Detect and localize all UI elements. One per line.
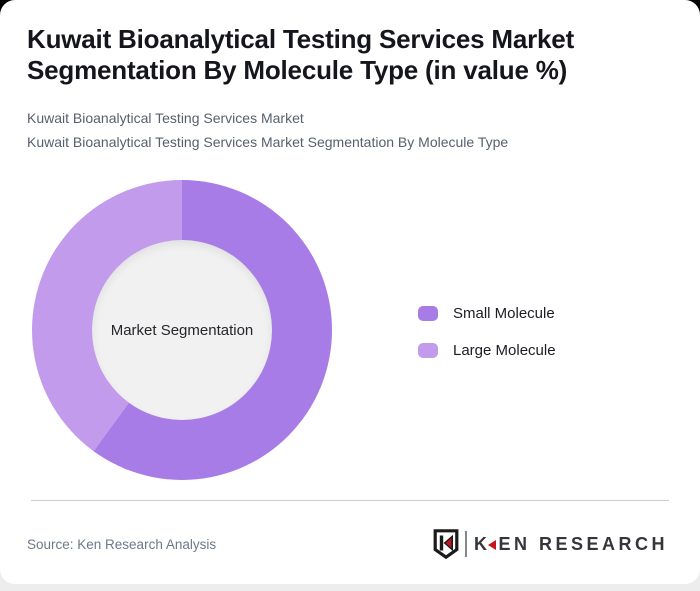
ken-research-logo: K EN RESEARCH bbox=[433, 527, 668, 561]
page-title: Kuwait Bioanalytical Testing Services Ma… bbox=[27, 24, 673, 86]
page-title-line-1: Kuwait Bioanalytical Testing Services Ma… bbox=[27, 24, 575, 54]
legend-label-large-molecule: Large Molecule bbox=[453, 341, 556, 359]
subtitle-line-1: Kuwait Bioanalytical Testing Services Ma… bbox=[27, 110, 304, 126]
footer-divider bbox=[31, 500, 669, 501]
donut-center: Market Segmentation bbox=[92, 240, 272, 420]
logo-wordmark-rest: EN RESEARCH bbox=[498, 533, 668, 554]
legend-item-large-molecule: Large Molecule bbox=[418, 340, 556, 360]
ken-research-shield-icon bbox=[433, 529, 459, 559]
subtitle-line-2: Kuwait Bioanalytical Testing Services Ma… bbox=[27, 133, 509, 150]
logo-wordmark: K EN RESEARCH bbox=[474, 534, 668, 555]
legend-swatch-small-molecule bbox=[418, 305, 438, 321]
page-title-line-2: Segmentation By Molecule Type (in value … bbox=[27, 55, 568, 85]
legend-label-small-molecule: Small Molecule bbox=[453, 304, 555, 322]
logo-separator bbox=[464, 531, 467, 557]
subtitle: Kuwait Bioanalytical Testing Services Ma… bbox=[27, 107, 673, 154]
source-text: Source: Ken Research Analysis bbox=[27, 537, 217, 552]
chart-legend: Small Molecule Large Molecule bbox=[418, 303, 556, 377]
legend-item-small-molecule: Small Molecule bbox=[418, 303, 556, 323]
red-arrow-icon bbox=[488, 539, 497, 550]
donut-center-label: Market Segmentation bbox=[110, 321, 254, 339]
logo-wordmark-k: K bbox=[473, 533, 491, 554]
donut-chart: Market Segmentation bbox=[32, 180, 332, 480]
legend-swatch-large-molecule bbox=[418, 342, 438, 358]
